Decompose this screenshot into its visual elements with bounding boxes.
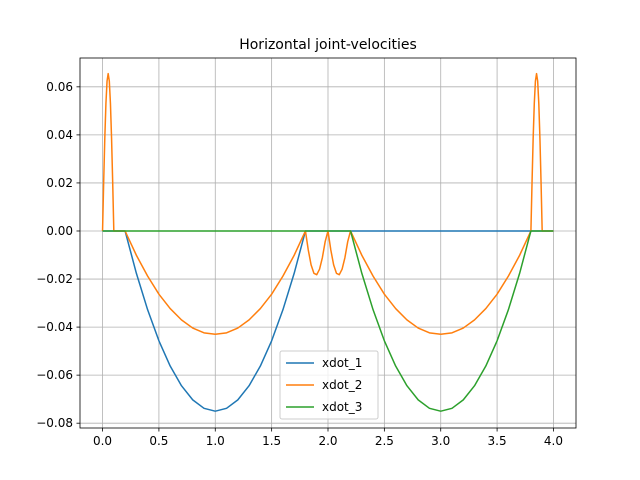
x-tick-label: 4.0 bbox=[544, 434, 563, 448]
tick-layer: 0.0 0.5 1.0 1.5 2.0 2.5 3.0 3.5 4.0 0.06 0.04 0.02 0… bbox=[36, 80, 563, 448]
y-tick-label: 0.02 bbox=[46, 176, 73, 190]
x-tick-label: 2.0 bbox=[318, 434, 337, 448]
y-tick-label: 0.00 bbox=[46, 224, 73, 238]
x-tick-label: 1.0 bbox=[206, 434, 225, 448]
x-tick-label: 1.5 bbox=[262, 434, 281, 448]
chart-title: Horizontal joint-velocities bbox=[239, 37, 417, 53]
x-tick-label: 0.5 bbox=[149, 434, 168, 448]
y-tick-label: 0.04 bbox=[46, 128, 73, 142]
y-tick-label: −0.08 bbox=[36, 416, 73, 430]
y-tick-label: −0.02 bbox=[36, 272, 73, 286]
series-layer bbox=[101, 72, 554, 412]
x-tick-label: 2.5 bbox=[375, 434, 394, 448]
y-tick-label: 0.06 bbox=[46, 80, 73, 94]
series-line-xdot-3 bbox=[102, 230, 554, 412]
y-tick-label: −0.06 bbox=[36, 368, 73, 382]
x-tick-label: 3.0 bbox=[431, 434, 450, 448]
legend-box bbox=[279, 350, 379, 420]
legend: xdot_1 xdot_2 xdot_3 bbox=[279, 350, 379, 420]
legend-label-xdot-1: xdot_1 bbox=[322, 356, 362, 370]
legend-label-xdot-2: xdot_2 bbox=[322, 378, 362, 392]
grid-layer bbox=[80, 58, 576, 428]
x-tick-label: 0.0 bbox=[93, 434, 112, 448]
x-tick-label: 3.5 bbox=[488, 434, 507, 448]
y-tick-label: −0.04 bbox=[36, 320, 73, 334]
legend-label-xdot-3: xdot_3 bbox=[322, 400, 362, 414]
